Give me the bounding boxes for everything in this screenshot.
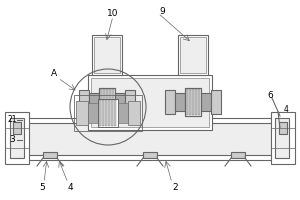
Bar bbox=[108, 100, 110, 126]
Bar bbox=[98, 99, 118, 127]
Bar bbox=[211, 90, 221, 114]
Bar bbox=[185, 88, 201, 116]
Bar bbox=[102, 100, 104, 126]
Bar bbox=[106, 89, 108, 115]
Text: 4: 4 bbox=[67, 182, 73, 192]
Bar bbox=[76, 101, 88, 125]
Bar bbox=[74, 95, 142, 131]
Bar bbox=[5, 112, 29, 164]
Bar bbox=[105, 100, 107, 126]
Bar bbox=[201, 93, 211, 111]
Bar bbox=[92, 35, 122, 75]
Bar bbox=[111, 100, 113, 126]
Bar bbox=[198, 89, 200, 115]
Bar bbox=[79, 90, 89, 114]
Bar bbox=[13, 122, 21, 134]
Text: 6: 6 bbox=[267, 92, 273, 100]
Text: 21: 21 bbox=[7, 116, 17, 124]
Bar bbox=[100, 89, 102, 115]
Bar bbox=[178, 35, 208, 75]
Bar bbox=[98, 99, 118, 127]
Bar bbox=[271, 112, 295, 164]
Bar bbox=[143, 152, 157, 158]
Text: 9: 9 bbox=[159, 6, 165, 16]
Bar bbox=[88, 75, 212, 130]
Bar bbox=[91, 78, 209, 127]
Bar bbox=[175, 93, 185, 111]
Bar bbox=[231, 152, 245, 158]
Bar bbox=[125, 90, 135, 114]
Bar bbox=[195, 89, 197, 115]
Bar bbox=[165, 90, 175, 114]
Bar bbox=[192, 89, 194, 115]
Text: 2: 2 bbox=[172, 182, 178, 192]
Bar bbox=[115, 93, 125, 111]
Bar bbox=[43, 152, 57, 158]
Bar bbox=[118, 103, 128, 123]
Text: A: A bbox=[51, 70, 57, 78]
Bar bbox=[25, 123, 275, 155]
Bar bbox=[180, 37, 206, 73]
Bar bbox=[99, 100, 101, 126]
Bar bbox=[279, 122, 287, 134]
Text: 5: 5 bbox=[39, 182, 45, 192]
Bar bbox=[128, 101, 140, 125]
Bar bbox=[99, 88, 115, 116]
Bar bbox=[94, 37, 120, 73]
Bar bbox=[186, 89, 188, 115]
Bar bbox=[112, 89, 114, 115]
Text: 3: 3 bbox=[9, 136, 15, 144]
Text: 4: 4 bbox=[284, 106, 288, 114]
Bar bbox=[103, 89, 105, 115]
Bar bbox=[99, 88, 115, 116]
Bar bbox=[275, 118, 289, 158]
Bar bbox=[18, 118, 282, 160]
Bar bbox=[189, 89, 191, 115]
Bar bbox=[88, 103, 98, 123]
Bar bbox=[114, 100, 116, 126]
Bar bbox=[185, 88, 201, 116]
Text: 10: 10 bbox=[107, 8, 119, 18]
Bar bbox=[89, 93, 99, 111]
Bar bbox=[109, 89, 111, 115]
Bar bbox=[10, 118, 24, 158]
